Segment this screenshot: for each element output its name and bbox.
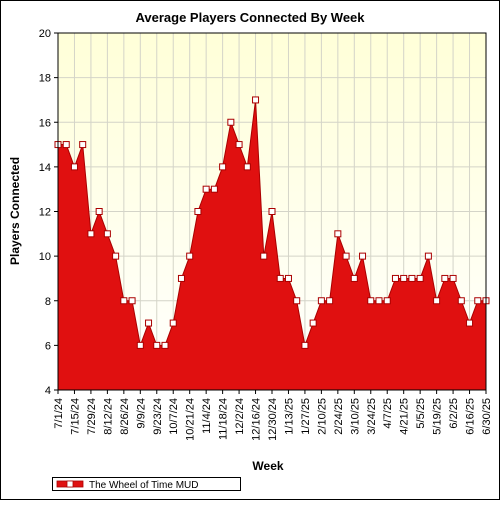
plot-area: 4 6 8 10 12 14 16 18 20 7/1/24 7/15/24 7/29/24 8/12/… [39, 28, 493, 441]
y-tick-label: 4 [45, 385, 51, 397]
data-point [177, 274, 185, 282]
x-tick-label: 11/4/24 [201, 398, 213, 434]
y-tick-label: 16 [39, 117, 51, 129]
x-axis-title: Week [252, 459, 283, 473]
data-point [326, 297, 334, 305]
y-tick-label: 12 [39, 207, 51, 219]
data-point [70, 163, 78, 171]
x-tick-label: 7/29/24 [86, 398, 98, 435]
data-point [408, 274, 416, 282]
y-axis-title: Players Connected [8, 157, 22, 265]
legend-box [52, 477, 241, 491]
series-area [58, 99, 486, 390]
x-tick-label: 7/1/24 [53, 398, 65, 429]
data-point [375, 297, 383, 305]
data-point [128, 297, 136, 305]
data-point [103, 230, 111, 238]
x-tick-label: 10/7/24 [168, 398, 180, 435]
x-tick-label: 7/15/24 [69, 398, 81, 435]
data-point [243, 163, 251, 171]
data-point [466, 319, 474, 327]
data-point [334, 230, 342, 238]
x-tick-label: 1/13/25 [283, 398, 295, 435]
data-point [391, 274, 399, 282]
data-point [219, 163, 227, 171]
data-point [79, 141, 87, 149]
x-tick-label: 9/9/24 [135, 398, 147, 429]
data-point [87, 230, 95, 238]
data-point [317, 297, 325, 305]
x-tick-label: 11/18/24 [218, 398, 230, 440]
data-point [424, 252, 432, 260]
x-tick-label: 2/24/25 [333, 398, 345, 435]
data-point [62, 141, 70, 149]
x-tick-label: 3/10/25 [349, 398, 361, 435]
chart-title: Average Players Connected By Week [135, 10, 365, 25]
data-point [309, 319, 317, 327]
x-tick-label: 2/10/25 [316, 398, 328, 435]
data-point [342, 252, 350, 260]
data-point [227, 118, 235, 126]
data-point [359, 252, 367, 260]
x-tick-label: 12/2/24 [234, 398, 246, 435]
y-tick-label: 10 [39, 251, 51, 263]
legend-label: The Wheel of Time MUD [89, 480, 198, 491]
x-tick-label: 3/24/25 [366, 398, 378, 435]
x-tick-label: 12/16/24 [251, 398, 263, 441]
data-point [268, 208, 276, 215]
x-tick-label: 1/27/25 [300, 398, 312, 435]
x-tick-label: 6/30/25 [481, 398, 493, 435]
data-point [169, 319, 177, 327]
data-point [284, 274, 292, 282]
data-point [457, 297, 465, 305]
x-tick-label: 4/7/25 [382, 398, 394, 429]
data-point [95, 208, 103, 215]
x-tick-label: 9/23/24 [152, 398, 164, 435]
data-point [210, 185, 218, 193]
x-tick-label: 5/19/25 [432, 398, 444, 435]
data-point [276, 274, 284, 282]
legend: The Wheel of Time MUD [52, 477, 241, 491]
data-point [145, 319, 153, 327]
data-point [120, 297, 128, 305]
data-point [186, 252, 194, 260]
data-point [161, 341, 169, 349]
y-tick-label: 14 [39, 162, 51, 174]
data-point [433, 297, 441, 305]
data-point [400, 274, 408, 282]
data-point [474, 297, 482, 305]
data-point [301, 341, 309, 349]
data-point [136, 341, 144, 349]
x-tick-label: 10/21/24 [185, 398, 197, 441]
data-point [350, 274, 358, 282]
x-tick-label: 6/2/25 [448, 398, 460, 429]
data-point [416, 274, 424, 282]
data-point [293, 297, 301, 305]
x-tick-label: 6/16/25 [465, 398, 477, 435]
y-tick-label: 18 [39, 73, 51, 85]
data-point [260, 252, 268, 260]
legend-marker [66, 480, 74, 488]
data-point [235, 141, 243, 149]
data-point [153, 341, 161, 349]
data-point [112, 252, 120, 260]
x-tick-label: 8/12/24 [102, 398, 114, 435]
x-tick-label: 12/30/24 [267, 398, 279, 441]
data-point [252, 96, 260, 104]
data-point [449, 274, 457, 282]
data-point [367, 297, 375, 305]
y-tick-label: 8 [45, 296, 51, 308]
y-tick-label: 20 [39, 28, 51, 40]
y-tick-label: 6 [45, 340, 51, 352]
x-tick-label: 5/5/25 [415, 398, 427, 429]
x-tick-label: 4/21/25 [399, 398, 411, 435]
x-tick-label: 8/26/24 [119, 398, 131, 435]
data-point [202, 185, 210, 193]
data-point [194, 208, 202, 215]
data-point [383, 297, 391, 305]
data-point [441, 274, 449, 282]
